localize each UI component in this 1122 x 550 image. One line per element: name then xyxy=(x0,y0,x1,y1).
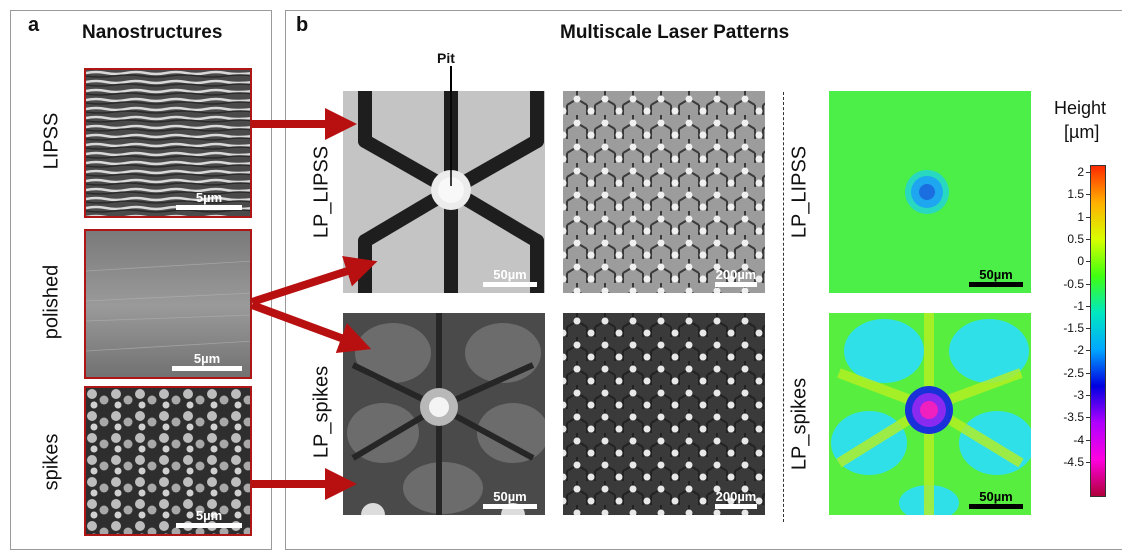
height-map-lp-lipss: 50µm xyxy=(829,91,1031,293)
row-label-lp-spikes: LP_spikes xyxy=(310,365,333,459)
scalebar-label: 5µm xyxy=(195,190,223,205)
sem-wide-lp-spikes: 200µm xyxy=(563,313,765,515)
colorbar-tick-mark xyxy=(1086,283,1090,285)
scalebar-polished: 5µm xyxy=(172,352,242,371)
colorbar-tick-label: -4.5 xyxy=(1063,454,1084,469)
scalebar-label: 5µm xyxy=(193,351,221,366)
scalebar-bar xyxy=(483,504,537,509)
colorbar-tick-label: -2 xyxy=(1073,343,1084,358)
pit-label: Pit xyxy=(437,50,455,66)
scalebar-label: 50µm xyxy=(493,267,527,282)
scalebar-bar xyxy=(176,205,242,210)
colorbar-tick-mark xyxy=(1086,261,1090,263)
scalebar-label: 50µm xyxy=(979,489,1013,504)
sem-image-lipss: 5µm xyxy=(84,68,252,218)
row-label-lp-spikes-height: LP_spikes xyxy=(788,377,811,471)
colorbar-tick-mark xyxy=(1086,328,1090,330)
colorbar-tick-mark xyxy=(1086,461,1090,463)
scalebar-bar xyxy=(483,282,537,287)
scalebar-label: 50µm xyxy=(979,267,1013,282)
scalebar-bar xyxy=(715,504,757,509)
colorbar-tick-mark xyxy=(1086,172,1090,173)
scalebar-height-lp-lipss: 50µm xyxy=(969,268,1023,287)
scalebar-bar xyxy=(172,366,242,371)
colorbar-tick-mark xyxy=(1086,305,1090,307)
sem-image-polished: 5µm xyxy=(84,229,252,379)
panel-a-letter: a xyxy=(28,14,40,36)
scalebar-height-lp-spikes: 50µm xyxy=(969,490,1023,509)
colorbar-tick-label: 2 xyxy=(1077,165,1084,179)
colorbar-tick-label: -3.5 xyxy=(1063,410,1084,425)
row-label-lp-lipss-height: LP_LIPSS xyxy=(788,145,811,239)
colorbar-tick-label: 1 xyxy=(1077,209,1084,224)
row-label-spikes: spikes xyxy=(40,433,63,491)
colorbar-tick-mark xyxy=(1086,350,1090,352)
sem-wide-lp-lipss: 200µm xyxy=(563,91,765,293)
height-map-lp-spikes: 50µm xyxy=(829,313,1031,515)
colorbar-tick-label: -0.5 xyxy=(1063,276,1084,291)
sem-zoom-lp-lipss: 50µm xyxy=(343,91,545,293)
colorbar-tick-mark xyxy=(1086,395,1090,396)
colorbar-tick-label: -2.5 xyxy=(1063,365,1084,380)
colorbar-tick-label: -3 xyxy=(1073,388,1084,402)
colorbar-tick-mark xyxy=(1086,372,1090,374)
scalebar-label: 5µm xyxy=(195,508,223,523)
sem-zoom-lp-spikes: 50µm xyxy=(343,313,545,515)
colorbar-tick-label: 0.5 xyxy=(1067,231,1084,246)
row-label-lp-lipss: LP_LIPSS xyxy=(310,145,333,239)
colorbar-tick-mark xyxy=(1086,439,1090,441)
colorbar-tick-mark xyxy=(1086,417,1090,419)
scalebar-label: 200µm xyxy=(715,267,757,282)
scalebar-lipss: 5µm xyxy=(176,191,242,210)
scalebar-bar xyxy=(969,282,1023,287)
colorbar-tick-mark xyxy=(1086,194,1090,196)
pit-pointer-line xyxy=(450,66,452,92)
scalebar-label: 200µm xyxy=(715,489,757,504)
scalebar-bar xyxy=(715,282,757,287)
scalebar-bar xyxy=(176,523,242,528)
panel-b-title: Multiscale Laser Patterns xyxy=(560,22,790,43)
colorbar-tick-label: 0 xyxy=(1077,254,1084,269)
sem-image-spikes: 5µm xyxy=(84,386,252,536)
scalebar-lp-lipss-wide: 200µm xyxy=(715,268,757,287)
colorbar-tick-label: -4 xyxy=(1073,432,1084,447)
dashed-separator xyxy=(783,92,784,522)
panel-a-title: Nanostructures xyxy=(82,22,223,43)
colorbar-title-line1: Height xyxy=(1054,98,1107,118)
scalebar-bar xyxy=(969,504,1023,509)
colorbar-gradient xyxy=(1090,165,1106,497)
scalebar-lp-spikes-zoom: 50µm xyxy=(483,490,537,509)
colorbar-tick-mark xyxy=(1086,216,1090,218)
row-label-lipss: LIPSS xyxy=(40,112,63,170)
colorbar-tick-label: -1.5 xyxy=(1063,321,1084,336)
scalebar-lp-lipss-zoom: 50µm xyxy=(483,268,537,287)
colorbar-tick-label: 1.5 xyxy=(1067,187,1084,202)
scalebar-spikes: 5µm xyxy=(176,509,242,528)
colorbar-tick-mark xyxy=(1086,238,1090,240)
panel-b-letter: b xyxy=(296,14,309,36)
scalebar-lp-spikes-wide: 200µm xyxy=(715,490,757,509)
scalebar-label: 50µm xyxy=(493,489,527,504)
row-label-polished: polished xyxy=(40,264,63,340)
colorbar-tick-label: -1 xyxy=(1073,298,1084,313)
colorbar-title-line2: [µm] xyxy=(1064,122,1100,142)
